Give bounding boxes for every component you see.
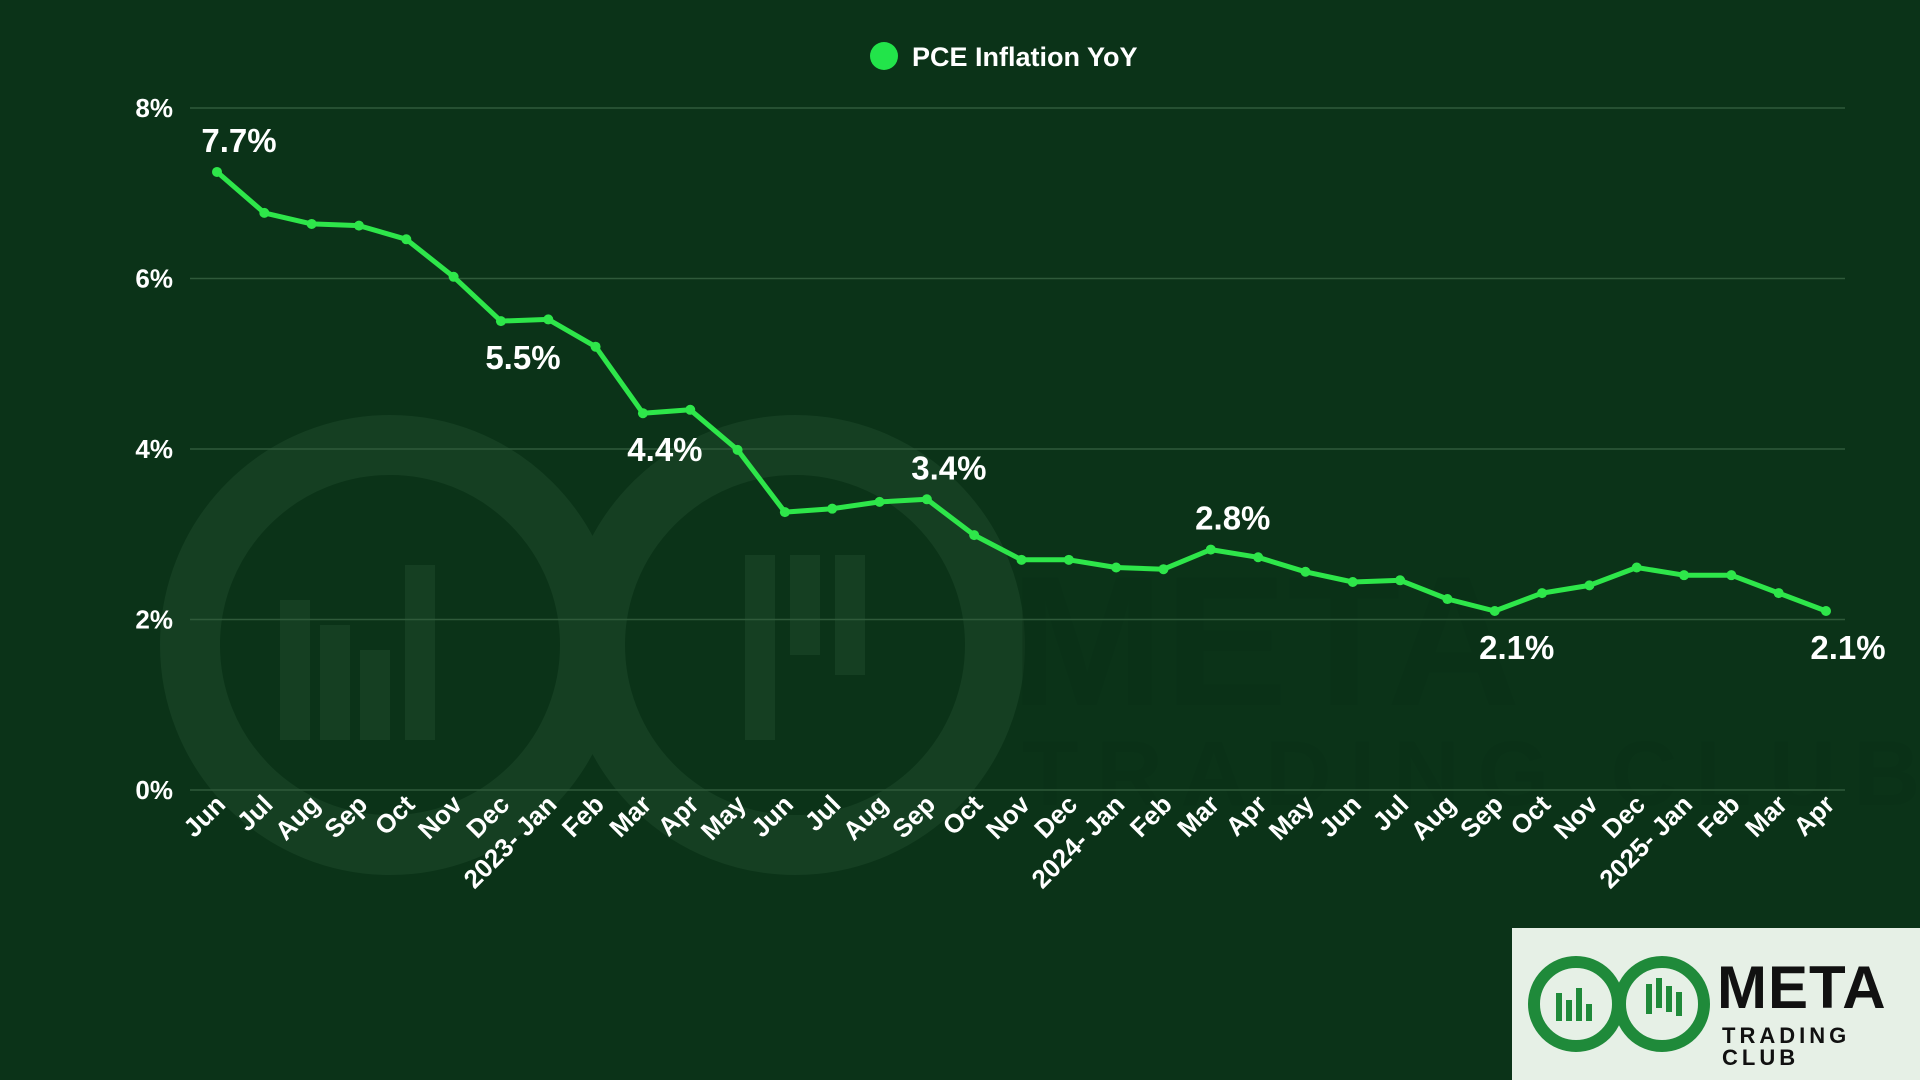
gridlines: [190, 107, 1845, 791]
y-tick-label: 8%: [135, 93, 173, 123]
legend: PCE Inflation YoY: [870, 42, 1138, 72]
watermark-ring-right: [565, 415, 1025, 875]
data-point: [212, 166, 222, 177]
data-point: [685, 404, 696, 415]
y-tick-label: 0%: [135, 775, 173, 805]
watermark-bar: [320, 625, 350, 740]
watermark-bar: [280, 600, 310, 740]
brand-emblem-icon: [1528, 956, 1710, 1052]
watermark-bar: [745, 555, 775, 740]
data-point: [1253, 552, 1264, 563]
brand-name: META: [1717, 954, 1887, 1021]
data-point: [1158, 564, 1169, 575]
data-label: 4.4%: [627, 431, 702, 468]
data-label: 2.1%: [1810, 629, 1885, 666]
data-point: [969, 530, 980, 541]
y-tick-label: 4%: [135, 434, 173, 464]
data-label: 7.7%: [201, 122, 276, 159]
data-point: [1063, 554, 1074, 565]
data-point: [1300, 566, 1311, 577]
data-point: [637, 408, 648, 419]
data-point: [1537, 588, 1548, 599]
data-point: [1631, 562, 1642, 573]
data-point: [1395, 575, 1406, 586]
data-point: [732, 444, 743, 455]
watermark-logo: META TRADING CLUB: [160, 415, 1520, 875]
data-point: [401, 234, 412, 245]
data-point: [1489, 605, 1500, 616]
data-point: [1016, 554, 1027, 565]
legend-marker: [870, 42, 898, 70]
data-point: [590, 341, 601, 352]
watermark-ring-left: [160, 415, 620, 875]
data-point: [779, 507, 790, 518]
brand-tagline: TRADING CLUB: [1722, 1023, 1851, 1070]
data-point: [1205, 544, 1216, 555]
watermark-bar: [360, 650, 390, 740]
data-label: 2.8%: [1195, 500, 1270, 537]
data-point: [1773, 588, 1784, 599]
data-point: [1442, 594, 1453, 605]
data-label: 2.1%: [1479, 629, 1554, 666]
data-point: [1584, 580, 1595, 591]
data-point: [448, 271, 459, 282]
data-point: [1111, 562, 1122, 573]
y-axis: 0% 2% 4% 6% 8%: [135, 93, 173, 805]
brand-logo-box: META TRADING CLUB: [1512, 928, 1920, 1080]
data-point: [827, 503, 838, 514]
watermark-bar: [405, 565, 435, 740]
data-point: [1821, 605, 1831, 616]
data-point: [874, 496, 885, 507]
data-point: [1726, 570, 1737, 581]
data-point: [495, 316, 506, 327]
data-point: [1347, 576, 1358, 587]
y-tick-label: 6%: [135, 264, 173, 294]
series-pce-inflation: [212, 166, 1831, 616]
data-point: [921, 494, 932, 505]
data-point: [353, 220, 364, 231]
data-label: 5.5%: [485, 339, 560, 376]
data-point: [1679, 570, 1690, 581]
data-point: [259, 207, 270, 218]
watermark-bar: [790, 555, 820, 655]
x-tick-label: Feb: [556, 789, 610, 843]
watermark-title: META: [1010, 539, 1520, 745]
data-point: [543, 314, 554, 325]
data-label: 3.4%: [911, 449, 986, 486]
watermark-bar: [835, 555, 865, 675]
legend-label: PCE Inflation YoY: [912, 42, 1138, 72]
data-point: [306, 218, 317, 229]
y-tick-label: 2%: [135, 605, 173, 635]
data-labels: 7.7% 5.5% 4.4% 3.4% 2.8% 2.1% 2.1%: [201, 122, 1885, 666]
